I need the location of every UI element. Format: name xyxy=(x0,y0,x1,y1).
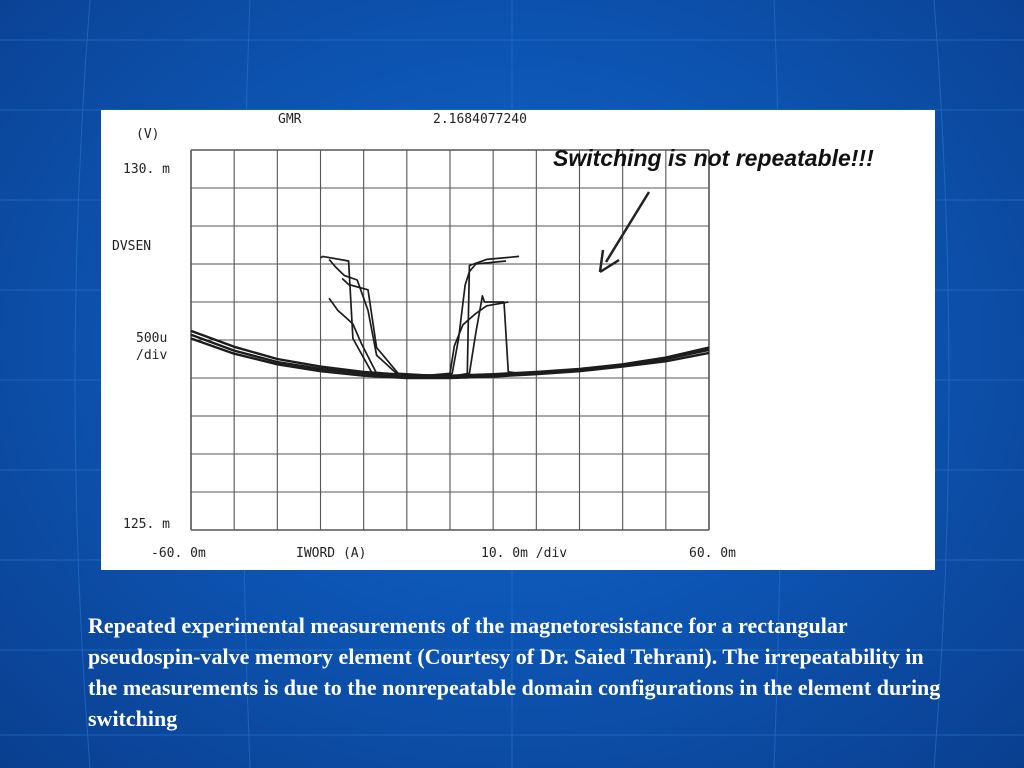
header-value: 2.1684077240 xyxy=(433,112,527,127)
x-scale-label: 10. 0m /div xyxy=(481,546,567,561)
y-scale-unit: /div xyxy=(136,348,167,363)
series-line xyxy=(328,258,507,378)
x-axis-name: IWORD (A) xyxy=(296,546,366,561)
y-axis-name: DVSEN xyxy=(112,239,151,254)
x-max-label: 60. 0m xyxy=(689,546,736,561)
chart-figure: GMR 2.1684077240 (V) 130. m DVSEN 500u /… xyxy=(101,110,935,570)
y-bottom-label: 125. m xyxy=(123,517,170,532)
series-line xyxy=(341,277,528,378)
grid-lines xyxy=(190,149,710,531)
series-line xyxy=(320,255,520,378)
y-top-label: 130. m xyxy=(123,162,170,177)
data-series xyxy=(190,255,710,380)
annotation-arrow-head xyxy=(598,249,620,274)
annotation-arrow-shaft xyxy=(604,191,651,263)
y-scale-value: 500u xyxy=(136,331,167,346)
x-min-label: -60. 0m xyxy=(151,546,206,561)
chart-plot: GMR 2.1684077240 (V) 130. m DVSEN 500u /… xyxy=(112,112,874,561)
header-label: GMR xyxy=(278,112,302,127)
annotation-text: Switching is not repeatable!!! xyxy=(553,145,874,171)
caption-text: Repeated experimental measurements of th… xyxy=(88,613,941,731)
series-line xyxy=(328,297,509,378)
series-line xyxy=(190,337,710,380)
y-unit-label: (V) xyxy=(136,127,159,142)
